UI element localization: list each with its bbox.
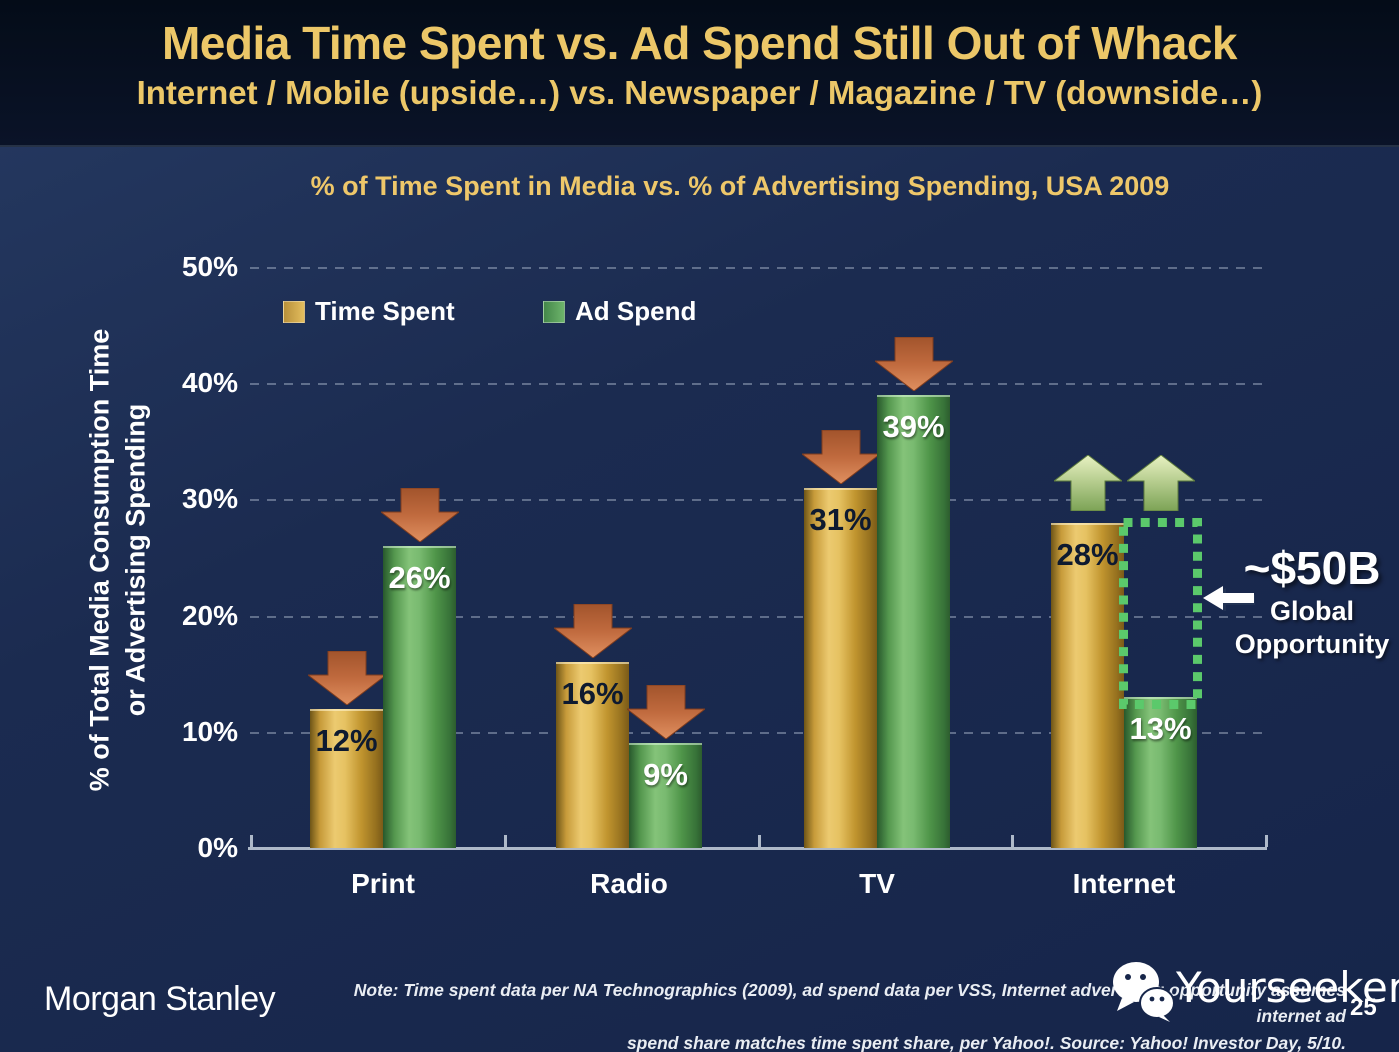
- chart-title: % of Time Spent in Media vs. % of Advert…: [310, 171, 1170, 201]
- source-note-line1: Note: Time spent data per NA Technograph…: [353, 980, 1346, 1027]
- category-label-print: Print: [351, 868, 415, 899]
- bar-radio-time-spent: 16%: [556, 662, 629, 848]
- bar-value-label: 28%: [1056, 536, 1119, 572]
- trend-down-arrow: [379, 487, 460, 543]
- slide-header: Media Time Spent vs. Ad Spend Still Out …: [0, 0, 1399, 147]
- opportunity-label-line1: Global: [1269, 596, 1354, 626]
- axis-tick: [1011, 835, 1015, 847]
- bar-value-label: 13%: [1129, 710, 1192, 746]
- gridline: [250, 383, 1265, 386]
- trend-down-arrow: [625, 684, 706, 741]
- source-note-line2: spend share matches time spent share, pe…: [626, 1032, 1346, 1052]
- bar-value-label: 12%: [315, 722, 378, 758]
- opportunity-label-line2: Opportunity: [1234, 629, 1390, 659]
- category-label-tv: TV: [859, 868, 895, 899]
- y-axis-ticks: 0% 10% 20% 30% 40% 50%: [100, 0, 238, 1052]
- plot-area: 12% 16% 31% 28% 26% 9% 39% 13% Time Spent Ad Spen…: [248, 267, 1268, 850]
- bar-internet-time-spent: 28%: [1051, 522, 1124, 848]
- bar-tv-time-spent: 31%: [804, 487, 877, 848]
- opportunity-value: ~$50B: [1243, 542, 1381, 594]
- y-tick-label: 40%: [181, 367, 238, 399]
- trend-down-arrow: [552, 603, 633, 659]
- trend-down-arrow: [306, 650, 387, 706]
- trend-down-arrow: [800, 429, 881, 485]
- gridline: [250, 731, 1265, 734]
- axis-tick: [757, 835, 761, 847]
- opportunity-dotted-box: [1119, 518, 1202, 709]
- bar-print-ad-spend: 26%: [383, 545, 456, 848]
- ad-spend-swatch: [543, 300, 565, 323]
- bar-print-time-spent: 12%: [310, 708, 383, 848]
- gridline: [250, 499, 1265, 502]
- morgan-stanley-logo: Morgan Stanley: [44, 980, 276, 1018]
- axis-tick: [250, 835, 253, 847]
- bar-tv-ad-spend: 39%: [877, 394, 950, 848]
- bar-value-label: 31%: [809, 501, 872, 537]
- trend-down-arrow: [873, 336, 954, 392]
- slide-title: Media Time Spent vs. Ad Spend Still Out …: [161, 17, 1238, 69]
- trend-up-arrow: [1052, 453, 1123, 512]
- y-tick-label: 20%: [181, 599, 238, 631]
- legend-item-ad-spend: Ad Spend: [543, 296, 696, 327]
- bar-value-label: 16%: [561, 676, 624, 712]
- wechat-icon: [1110, 960, 1176, 1022]
- slide-subtitle: Internet / Mobile (upside…) vs. Newspape…: [136, 74, 1263, 111]
- category-label-internet: Internet: [1072, 868, 1176, 899]
- y-tick-label: 30%: [181, 483, 238, 515]
- x-axis-line: [248, 847, 1267, 850]
- legend-label: Ad Spend: [575, 296, 697, 326]
- source-note: Note: Time spent data per NA Technograph…: [320, 977, 1346, 1052]
- y-tick-label: 10%: [181, 715, 238, 747]
- legend-item-time-spent: Time Spent: [283, 296, 455, 327]
- time-spent-swatch: [283, 300, 305, 323]
- axis-tick: [503, 835, 507, 847]
- bar-value-label: 26%: [388, 559, 451, 595]
- page-number: 25: [1350, 994, 1377, 1021]
- gridline: [250, 615, 1265, 618]
- y-tick-label: 50%: [181, 251, 238, 282]
- bar-value-label: 9%: [643, 757, 688, 793]
- watermark: Yourseeker: [1110, 960, 1399, 1022]
- legend-label: Time Spent: [315, 296, 455, 326]
- y-tick-label: 0%: [197, 832, 238, 863]
- trend-up-arrow: [1125, 453, 1196, 512]
- gridline: [250, 267, 1265, 269]
- annotation-left-arrow-icon: [1203, 585, 1257, 612]
- category-label-radio: Radio: [590, 868, 668, 899]
- bar-internet-ad-spend: 13%: [1124, 696, 1197, 848]
- watermark-text: Yourseeker: [1176, 963, 1399, 1012]
- axis-tick: [1265, 835, 1268, 847]
- bar-value-label: 39%: [882, 408, 945, 444]
- bar-radio-ad-spend: 9%: [629, 743, 702, 848]
- opportunity-annotation: ~$50B Global Opportunity: [1228, 543, 1396, 659]
